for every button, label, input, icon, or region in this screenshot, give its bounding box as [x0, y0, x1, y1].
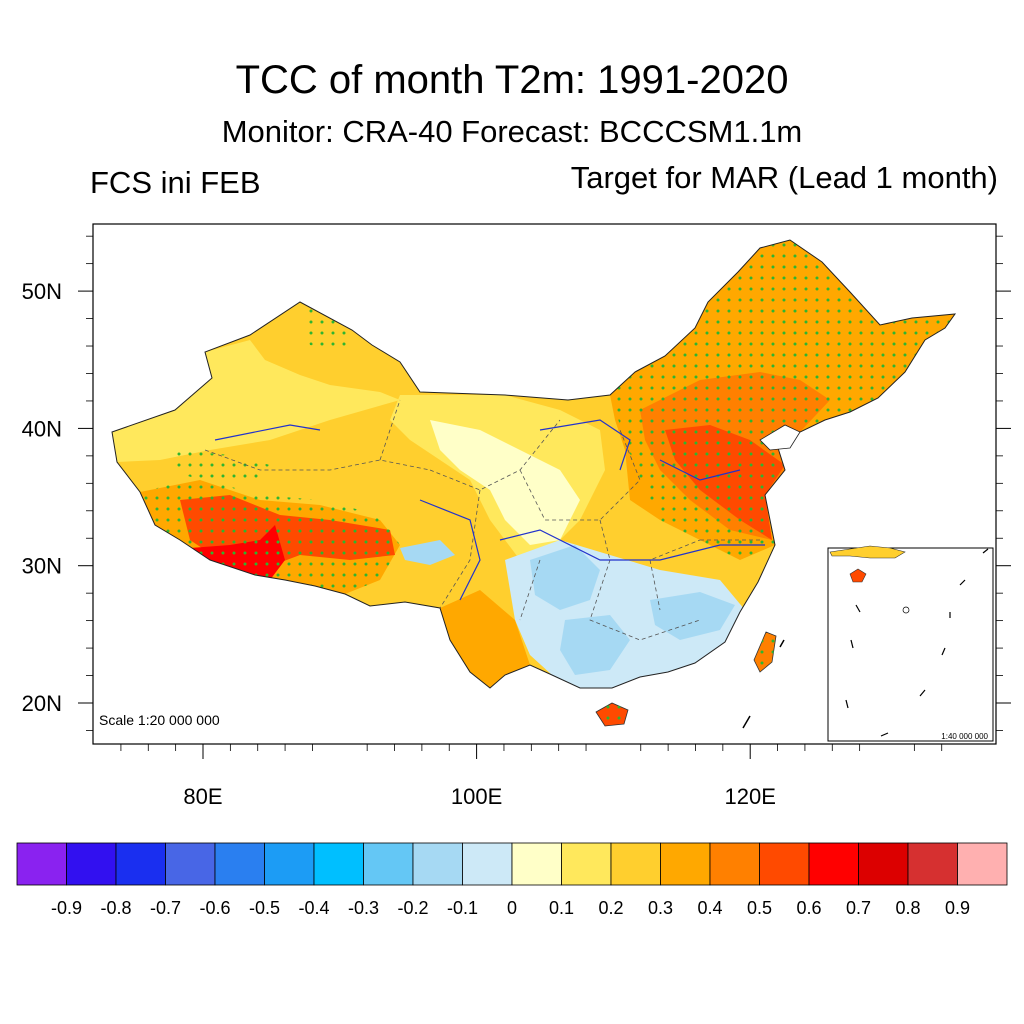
province-lines	[204, 399, 760, 641]
colorbar-swatch	[610, 842, 661, 886]
field-near-zero	[430, 420, 580, 545]
inset-scale: 1:40 000 000	[941, 732, 988, 741]
field-pale-northwest	[112, 340, 400, 462]
colorbar-swatch	[363, 842, 414, 886]
main-scale: Scale 1:20 000 000	[99, 712, 220, 728]
main-title: TCC of month T2m: 1991-2020	[235, 58, 789, 102]
colorbar-swatch	[660, 842, 711, 886]
colorbar-swatch	[66, 842, 117, 886]
lat-tick-label: 30N	[22, 554, 62, 579]
colorbar-swatch	[165, 842, 216, 886]
field-south-neg3	[650, 592, 735, 640]
inset-coast	[829, 545, 906, 559]
colorbar-label: 0	[507, 898, 517, 918]
colorbar-label: -0.3	[348, 898, 379, 918]
rivers	[214, 419, 765, 601]
stipple-qinghai	[170, 450, 270, 485]
colorbar-label: 0.2	[598, 898, 623, 918]
colorbar-label: 0.7	[846, 898, 871, 918]
hainan-stipple	[596, 703, 628, 726]
target-label: Target for MAR (Lead 1 month)	[570, 160, 998, 195]
stipple-northeast	[610, 240, 955, 560]
colorbar-swatch	[511, 842, 562, 886]
colorbar-label: -0.1	[447, 898, 478, 918]
lon-tick-label: 120E	[725, 784, 776, 809]
colorbar-label: -0.5	[249, 898, 280, 918]
colorbar-swatch	[957, 842, 1008, 886]
init-label: FCS ini FEB	[90, 165, 261, 200]
colorbar-swatch	[264, 842, 315, 886]
colorbar-swatch	[313, 842, 364, 886]
inset-islands	[902, 606, 910, 614]
colorbar-label: 0.4	[697, 898, 722, 918]
colorbar-label: 0.9	[945, 898, 970, 918]
colorbar-label: 0.8	[895, 898, 920, 918]
colorbar-label: 0.5	[747, 898, 772, 918]
colorbar-swatch	[709, 842, 760, 886]
lon-tick-label: 100E	[451, 784, 502, 809]
colorbar-swatch	[115, 842, 166, 886]
field-qinghai-neg	[400, 540, 455, 565]
axes: 50N 40N 30N 20N 80E 100E 120E	[22, 235, 1011, 809]
colorbar: -0.9 -0.8 -0.7 -0.6 -0.5 -0.4 -0.3 -0.2 -0.1 0 0.1…	[16, 842, 1008, 918]
colorbar-label: -0.6	[199, 898, 230, 918]
colorbar-label: -0.9	[51, 898, 82, 918]
colorbar-label: 0.6	[796, 898, 821, 918]
colorbar-swatch	[462, 842, 513, 886]
bohai-sea	[759, 424, 801, 451]
lon-tick-label: 80E	[183, 784, 222, 809]
lat-tick-label: 20N	[22, 691, 62, 716]
field-southwest	[440, 590, 530, 688]
colorbar-label: 0.3	[648, 898, 673, 918]
colorbar-label: 0.1	[549, 898, 574, 918]
field-south-neg2	[560, 615, 630, 675]
lat-tick-label: 40N	[22, 416, 62, 441]
subtitle: Monitor: CRA-40 Forecast: BCCCSM1.1m	[221, 114, 803, 149]
taiwan-stipple	[754, 632, 776, 672]
colorbar-swatch	[412, 842, 463, 886]
south-china-sea-inset: 1:40 000 000	[827, 545, 994, 742]
stipple-north-tianshan	[300, 302, 352, 350]
colorbar-label: -0.4	[298, 898, 329, 918]
colorbar-swatch	[759, 842, 810, 886]
lat-tick-label: 50N	[22, 279, 62, 304]
colorbar-swatch	[808, 842, 859, 886]
inset-hainan	[849, 568, 867, 583]
inset-nine-dash	[845, 548, 989, 737]
colorbar-swatch	[907, 842, 958, 886]
colorbar-swatch	[214, 842, 265, 886]
nine-dash-main	[742, 639, 785, 729]
colorbar-label: -0.8	[100, 898, 131, 918]
colorbar-label: -0.7	[150, 898, 181, 918]
colorbar-label: -0.2	[397, 898, 428, 918]
stipple-tibet	[140, 478, 400, 594]
colorbar-swatch	[16, 842, 67, 886]
colorbar-swatch	[561, 842, 612, 886]
colorbar-swatch	[858, 842, 909, 886]
field-south-neg1	[530, 545, 600, 610]
